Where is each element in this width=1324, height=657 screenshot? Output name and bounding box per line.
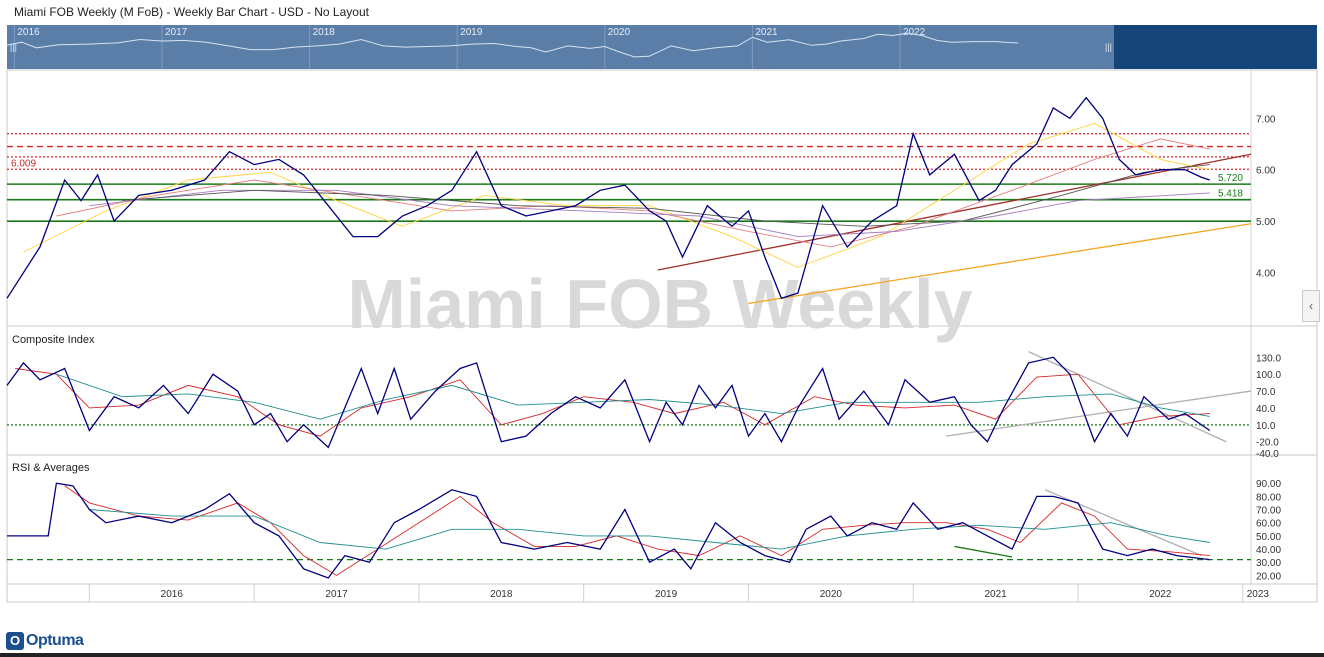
rsi-panel[interactable]: RSI & Averages 90.00 80.00 70.00 60.00 50.00… <box>7 462 1281 582</box>
y-tick-label-rsi: 90.00 <box>1256 479 1281 490</box>
price-panel[interactable]: 6.009 5.720 5.418 4.00 5.00 6.00 7.00 <box>6 96 1276 305</box>
y-tick-label-price: 4.00 <box>1256 269 1276 280</box>
composite-panel[interactable]: Composite Index 130.0 100.0 70.0 40.0 10.0 -2… <box>6 334 1281 460</box>
navigator-year-label: 2021 <box>755 27 778 38</box>
x-tick-label: 2016 <box>161 589 184 600</box>
y-tick-label-composite: 40.0 <box>1256 404 1276 415</box>
series-line-price-1[interactable] <box>23 122 1210 268</box>
level-label: 5.720 <box>1218 173 1243 184</box>
watermark-text: Miami FOB Weekly <box>347 265 972 343</box>
rsi-panel-title: RSI & Averages <box>12 462 90 474</box>
y-tick-label-price: 6.00 <box>1256 166 1276 177</box>
y-tick-label-composite: 70.0 <box>1256 387 1276 398</box>
y-tick-label-composite: -40.0 <box>1256 449 1279 460</box>
navigator-right-handle[interactable]: ||| <box>1105 42 1112 52</box>
y-tick-label-price: 5.00 <box>1256 217 1276 228</box>
y-tick-label-composite: 10.0 <box>1256 421 1276 432</box>
navigator-year-label: 2017 <box>165 27 188 38</box>
y-tick-label-rsi: 30.00 <box>1256 558 1281 569</box>
x-tick-label: 2023 <box>1247 589 1270 600</box>
trendline-composite-0[interactable] <box>946 390 1252 437</box>
trendline-rsi-1[interactable] <box>954 545 1013 558</box>
level-label: 6.009 <box>11 158 36 169</box>
trendline-rsi-0[interactable] <box>1044 489 1202 557</box>
composite-panel-title: Composite Index <box>12 334 95 346</box>
brand-logo: O Optuma <box>6 630 84 652</box>
x-tick-label: 2022 <box>1149 589 1172 600</box>
navigator-year-label: 2018 <box>313 27 336 38</box>
x-axis: 2016 2017 2018 2019 2020 2021 2022 2023 <box>88 584 1270 602</box>
y-tick-label-rsi: 50.00 <box>1256 532 1281 543</box>
series-line-price-3[interactable] <box>89 189 1210 238</box>
y-tick-label-composite: -20.0 <box>1256 438 1279 449</box>
x-tick-label: 2019 <box>655 589 678 600</box>
x-tick-label: 2021 <box>984 589 1007 600</box>
expand-panel-button[interactable]: ‹ <box>1302 290 1320 322</box>
navigator-background[interactable] <box>7 25 1114 69</box>
y-tick-label-rsi: 40.00 <box>1256 545 1281 556</box>
series-line-price-2[interactable] <box>56 138 1210 248</box>
navigator-left-handle[interactable]: ||| <box>10 42 17 52</box>
y-tick-label-price: 7.00 <box>1256 114 1276 125</box>
series-line-composite-0[interactable] <box>6 356 1211 449</box>
y-tick-label-rsi: 80.00 <box>1256 492 1281 503</box>
x-tick-label: 2018 <box>490 589 513 600</box>
series-line-rsi-1[interactable] <box>64 485 1210 576</box>
y-tick-label-composite: 130.0 <box>1256 353 1281 364</box>
brand-name: Optuma <box>26 632 84 649</box>
navigator-year-label: 2022 <box>903 27 926 38</box>
level-label: 5.418 <box>1218 189 1243 200</box>
bottom-rule <box>0 653 1324 657</box>
trendline-composite-1[interactable] <box>1028 351 1227 443</box>
navigator-future-window[interactable] <box>1114 25 1317 69</box>
series-line-rsi-2[interactable] <box>89 509 1210 550</box>
navigator-price-line <box>6 32 1019 58</box>
time-navigator[interactable]: 2016 2017 2018 2019 2020 2021 2022 ||| ||| <box>6 25 1317 69</box>
chart-frame <box>6 69 1318 603</box>
y-tick-label-composite: 100.0 <box>1256 370 1281 381</box>
chart-title: Miami FOB Weekly (M FoB) - Weekly Bar Ch… <box>14 5 369 19</box>
trendline-price-1[interactable] <box>748 223 1252 305</box>
y-tick-label-rsi: 60.00 <box>1256 519 1281 530</box>
series-line-composite-1[interactable] <box>15 368 1210 437</box>
series-line-price-0[interactable] <box>6 96 1210 300</box>
series-line-price-4[interactable] <box>122 164 1210 227</box>
optuma-logo-icon: O <box>6 632 24 650</box>
x-tick-label: 2020 <box>820 589 843 600</box>
navigator-year-label: 2019 <box>460 27 483 38</box>
navigator-year-label: 2020 <box>608 27 631 38</box>
x-tick-label: 2017 <box>325 589 348 600</box>
series-line-composite-2[interactable] <box>56 373 1210 420</box>
y-tick-label-rsi: 20.00 <box>1256 571 1281 582</box>
navigator-year-label: 2016 <box>17 27 40 38</box>
trendline-price-0[interactable] <box>657 153 1252 271</box>
chevron-left-icon: ‹ <box>1309 299 1313 313</box>
y-tick-label-rsi: 70.00 <box>1256 506 1281 517</box>
series-line-rsi-0[interactable] <box>7 482 1210 579</box>
